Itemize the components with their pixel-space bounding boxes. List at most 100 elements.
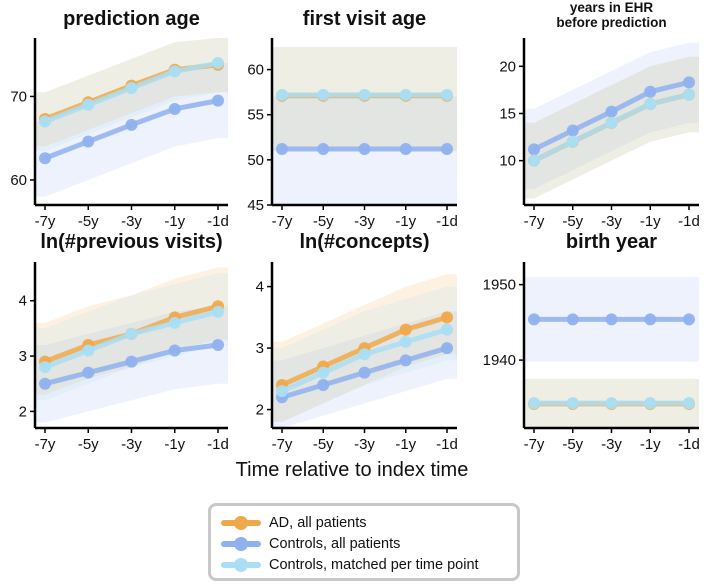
x-tick-label: -5y bbox=[313, 213, 334, 230]
data-point-controls_matched bbox=[358, 348, 371, 361]
x-tick-label: -1y bbox=[164, 436, 185, 453]
x-tick-label: -7y bbox=[35, 213, 56, 230]
legend-swatch-controls-matched bbox=[221, 555, 261, 575]
data-point-controls_all bbox=[683, 313, 695, 326]
legend-swatch-ad bbox=[221, 513, 261, 533]
x-tick-label: -3y bbox=[354, 213, 375, 230]
y-tick-label: 55 bbox=[247, 107, 264, 124]
panel-title: ln(#concepts) bbox=[299, 231, 429, 253]
data-point-controls_matched bbox=[644, 397, 657, 410]
data-point-controls_all bbox=[317, 143, 330, 156]
data-point-controls_all bbox=[605, 105, 618, 118]
data-point-controls_all bbox=[683, 76, 695, 89]
panel-title: prediction age bbox=[63, 8, 200, 30]
x-tick-label: -7y bbox=[272, 213, 293, 230]
data-point-controls_all bbox=[441, 342, 453, 355]
y-tick-label: 4 bbox=[19, 293, 27, 310]
data-point-controls_matched bbox=[566, 397, 579, 410]
data-point-controls_all bbox=[212, 339, 224, 351]
x-tick-label: -1y bbox=[395, 213, 416, 230]
x-tick-label: -1d bbox=[436, 213, 458, 230]
x-tick-label: -7y bbox=[524, 213, 545, 230]
data-point-controls_all bbox=[39, 377, 51, 390]
y-tick-label: 2 bbox=[256, 402, 264, 419]
data-point-controls_matched bbox=[82, 344, 95, 357]
data-point-controls_matched bbox=[276, 88, 288, 101]
data-point-controls_matched bbox=[317, 366, 330, 379]
data-point-controls_all bbox=[528, 143, 540, 156]
data-point-controls_matched bbox=[125, 327, 138, 340]
x-tick-label: -3y bbox=[601, 436, 622, 453]
x-tick-label: -3y bbox=[121, 213, 142, 230]
legend-label-controls-all: Controls, all patients bbox=[269, 536, 401, 552]
x-axis-label: Time relative to index time bbox=[236, 459, 469, 481]
data-point-controls_matched bbox=[276, 385, 288, 398]
data-point-ad bbox=[441, 311, 453, 324]
y-tick-label: 45 bbox=[247, 197, 264, 214]
data-point-controls_all bbox=[125, 355, 138, 368]
data-point-controls_matched bbox=[528, 397, 540, 410]
data-point-controls_matched bbox=[82, 98, 95, 111]
legend-marker-controls-all bbox=[234, 537, 248, 551]
y-tick-label: 50 bbox=[247, 152, 264, 169]
panel-title: first visit age bbox=[303, 8, 426, 30]
data-point-controls_matched bbox=[399, 88, 412, 101]
legend-item-controls-matched: Controls, matched per time point bbox=[221, 555, 479, 575]
panel-title: before prediction bbox=[556, 15, 666, 30]
data-point-controls_all bbox=[39, 152, 51, 165]
data-point-controls_all bbox=[441, 143, 453, 156]
y-tick-label: 4 bbox=[256, 279, 264, 296]
panel-5: ln(#concepts) 2 3 4 -7y -5y -3y -1y -1d bbox=[256, 231, 458, 453]
y-tick-label: 60 bbox=[10, 172, 27, 189]
x-tick-label: -1y bbox=[164, 213, 185, 230]
data-point-controls_all bbox=[566, 124, 579, 137]
x-tick-label: -7y bbox=[35, 436, 56, 453]
data-point-controls_matched bbox=[358, 88, 371, 101]
data-point-controls_matched bbox=[39, 115, 51, 128]
data-point-controls_all bbox=[358, 366, 371, 379]
data-point-controls_all bbox=[168, 102, 181, 115]
data-point-controls_matched bbox=[168, 65, 181, 78]
x-tick-label: -1d bbox=[678, 436, 700, 453]
data-point-controls_matched bbox=[441, 88, 453, 101]
data-point-controls_all bbox=[644, 313, 657, 326]
panel-6: birth year 1940 1950 -7y -5y -3y -1y -1d bbox=[483, 231, 700, 453]
data-point-controls_matched bbox=[528, 154, 540, 167]
y-tick-label: 70 bbox=[10, 88, 27, 105]
x-tick-label: -1y bbox=[640, 213, 661, 230]
data-point-controls_matched bbox=[317, 88, 330, 101]
panel-1: prediction age 60 70 -7y -5y -3y -1y -1d bbox=[10, 8, 229, 230]
panel-2: first visit age 45 50 55 60 -7y -5y -3y -1y -1d bbox=[247, 8, 458, 230]
legend-item-controls-all: Controls, all patients bbox=[221, 534, 400, 554]
data-point-controls_all bbox=[317, 378, 330, 391]
data-point-controls_all bbox=[276, 143, 288, 156]
x-tick-label: -1y bbox=[395, 436, 416, 453]
y-tick-label: 1950 bbox=[483, 277, 516, 294]
data-point-controls_matched bbox=[212, 57, 224, 70]
data-point-controls_matched bbox=[39, 361, 51, 374]
legend-marker-ad bbox=[234, 516, 248, 530]
data-point-controls_all bbox=[399, 143, 412, 156]
x-tick-label: -1d bbox=[436, 436, 458, 453]
x-tick-label: -5y bbox=[78, 213, 99, 230]
data-point-controls_all bbox=[125, 118, 138, 131]
x-tick-label: -5y bbox=[78, 436, 99, 453]
legend-marker-controls-matched bbox=[234, 558, 248, 572]
x-tick-label: -1d bbox=[678, 213, 700, 230]
x-tick-label: -7y bbox=[524, 436, 545, 453]
data-point-controls_all bbox=[528, 313, 540, 326]
legend-item-ad: AD, all patients bbox=[221, 513, 367, 533]
x-tick-label: -1y bbox=[640, 436, 661, 453]
data-point-controls_matched bbox=[683, 397, 695, 410]
data-point-controls_all bbox=[605, 313, 618, 326]
x-tick-label: -5y bbox=[313, 436, 334, 453]
x-tick-label: -3y bbox=[601, 213, 622, 230]
x-tick-label: -3y bbox=[121, 436, 142, 453]
y-tick-label: 20 bbox=[499, 58, 516, 75]
x-tick-label: -5y bbox=[562, 436, 583, 453]
y-tick-label: 60 bbox=[247, 62, 264, 79]
data-point-controls_matched bbox=[125, 82, 138, 95]
band-controls_matched bbox=[35, 38, 228, 151]
data-point-controls_matched bbox=[683, 88, 695, 101]
data-point-controls_matched bbox=[168, 316, 181, 329]
